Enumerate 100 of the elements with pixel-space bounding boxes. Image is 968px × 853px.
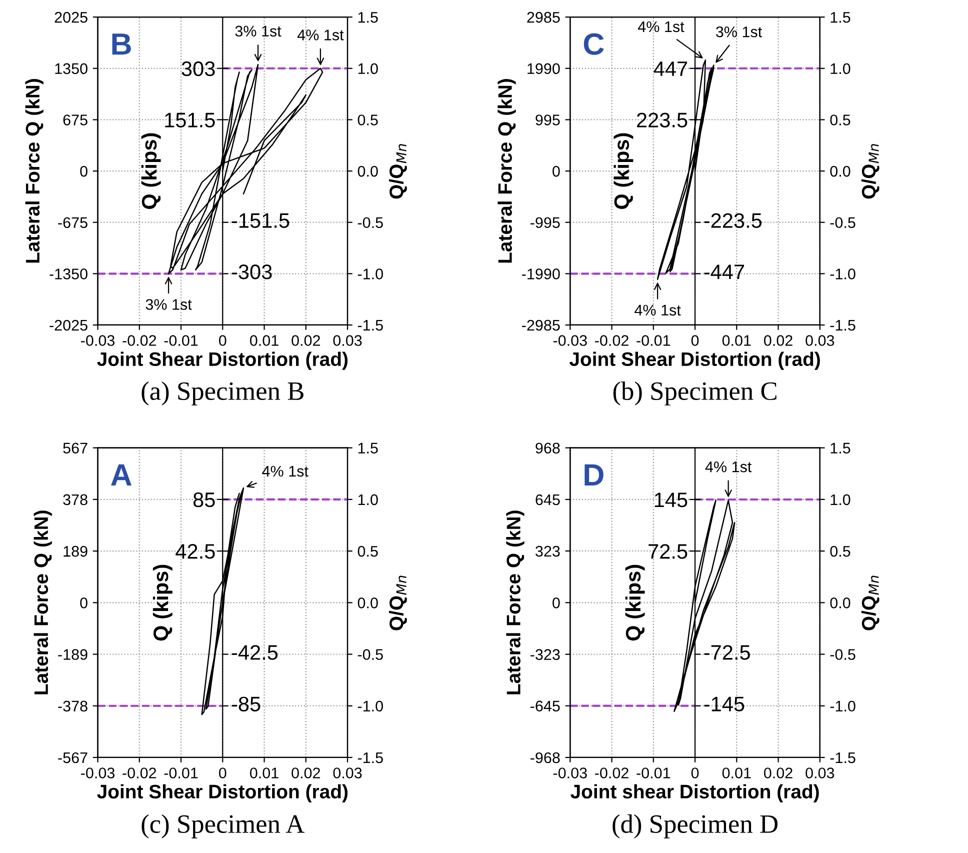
chart-subtitle: C — [584, 33, 604, 55]
y-tick-label: 2985 — [527, 12, 560, 23]
x-tick-label: -0.01 — [164, 768, 198, 778]
x-tick-label: -0.03 — [553, 768, 587, 778]
annotation: 4% 1st — [634, 304, 681, 316]
y3-tick-label: 303 — [182, 61, 215, 76]
x-tick-label: 0 — [218, 768, 226, 778]
x-tick-label: 0.02 — [292, 768, 320, 778]
y3-tick-label: 223.5 — [637, 112, 688, 128]
y-tick-label: 675 — [63, 114, 88, 126]
y-tick-label: 378 — [63, 494, 88, 506]
y-tick-label: 0 — [80, 598, 88, 608]
x-tick-label: 0.01 — [250, 335, 278, 346]
annotation: 3% 1st — [235, 26, 282, 37]
text: (b) Specimen C — [613, 381, 776, 406]
annotation: -42.5 — [232, 645, 278, 660]
chart-subtitle: A — [111, 464, 132, 486]
y2-tick-label: -0.5 — [830, 217, 856, 228]
y-tick-label: -1350 — [50, 268, 88, 280]
annotation: 4% 1st — [262, 466, 308, 477]
y2-tick-label: 1.0 — [830, 494, 850, 506]
y-tick-label: -675 — [58, 217, 88, 228]
y2-tick-label: 0.5 — [358, 546, 378, 557]
x-tick-label: 0.01 — [722, 768, 751, 778]
x-tick-label: -0.02 — [122, 768, 156, 778]
x-tick-label: 0.03 — [806, 768, 834, 778]
x-tick-label: -0.02 — [595, 335, 628, 346]
x-tick-label: -0.02 — [595, 768, 628, 778]
y3-tick-label: 85 — [193, 492, 215, 508]
y3-axis-title: Q (kips) — [141, 133, 161, 209]
y-tick-label: -189 — [58, 649, 88, 660]
annotation: 4% 1st — [638, 21, 684, 32]
y-tick-label: -323 — [530, 649, 560, 660]
y2-axis-title: Q/Q$_{Mn}$ — [389, 144, 407, 199]
y-tick-label: 0 — [80, 166, 88, 177]
x-tick-label: 0 — [218, 335, 226, 346]
x-tick-label: 0.02 — [764, 768, 792, 778]
y2-axis-title: Q/Q$_{Mn}$ — [389, 576, 407, 630]
annotation: 3% 1st — [716, 26, 762, 38]
y2-axis-title: Q/Q$_{Mn}$ — [861, 576, 880, 630]
x-tick-label: 0.01 — [250, 768, 278, 778]
x-tick-label: 0.03 — [806, 335, 834, 346]
annotation: -145 — [704, 696, 744, 712]
y2-tick-label: -0.5 — [358, 649, 383, 660]
y-tick-label: 1990 — [528, 63, 560, 74]
y2-tick-label: 1.0 — [358, 494, 378, 506]
y-axis-title: Lateral Force Q (kN) — [25, 79, 44, 263]
x-axis-title: Joint Shear Distortion (rad) — [569, 352, 820, 370]
y-tick-label: 645 — [536, 494, 560, 506]
y2-tick-label: 1.5 — [830, 442, 850, 454]
annotation: -151.5 — [232, 213, 290, 228]
chart-subtitle: D — [584, 464, 604, 486]
y-tick-label: -2985 — [522, 320, 560, 331]
x-tick-label: -0.02 — [122, 335, 156, 346]
x-tick-label: 0.02 — [292, 335, 320, 346]
y-tick-label: -995 — [530, 217, 560, 228]
annotation: 4% 1st — [705, 462, 752, 472]
x-axis-title: Joint Shear Distortion (rad) — [97, 352, 348, 370]
y2-tick-label: 0.0 — [830, 598, 850, 608]
x-tick-label: 0.02 — [764, 335, 792, 346]
x-tick-label: -0.03 — [81, 335, 115, 346]
y2-tick-label: -1.5 — [358, 320, 383, 331]
y2-tick-label: -0.5 — [358, 217, 383, 228]
y2-tick-label: 0.5 — [358, 114, 378, 126]
y3-axis-title: Q (kips) — [152, 564, 172, 641]
y-tick-label: -968 — [530, 752, 560, 764]
y2-tick-label: -1.0 — [830, 700, 856, 712]
annotation: -447 — [704, 264, 744, 280]
text: (d) Specimen D — [612, 814, 778, 838]
x-tick-label: -0.01 — [164, 335, 198, 346]
y2-tick-label: -1.5 — [830, 320, 856, 331]
y3-axis-title: Q (kips) — [625, 564, 645, 641]
y3-tick-label: 447 — [654, 62, 688, 76]
y-tick-label: 323 — [536, 546, 560, 557]
y-tick-label: -567 — [58, 752, 88, 764]
annotation: -303 — [232, 264, 272, 280]
x-tick-label: 0.03 — [333, 768, 362, 778]
y2-tick-label: 0.5 — [830, 546, 850, 557]
y2-tick-label: -1.5 — [830, 752, 856, 764]
y3-tick-label: 151.5 — [165, 112, 215, 128]
y2-tick-label: -1.0 — [358, 268, 383, 280]
y-axis-title: Lateral Force Q (kN) — [506, 510, 524, 694]
chart-subtitle: B — [112, 34, 131, 55]
y2-tick-label: -0.5 — [830, 649, 856, 660]
y2-tick-label: 0.0 — [358, 598, 378, 608]
y3-axis-title: Q (kips) — [614, 133, 634, 209]
y3-tick-label: 145 — [654, 492, 688, 508]
y-tick-label: -645 — [530, 700, 560, 712]
y-tick-label: 2025 — [54, 12, 88, 23]
y2-tick-label: -1.0 — [358, 700, 383, 712]
y2-tick-label: -1.5 — [358, 752, 383, 764]
y-tick-label: 995 — [536, 114, 560, 126]
x-axis-title: Joint shear Distortion (rad) — [570, 784, 819, 802]
x-tick-label: -0.03 — [81, 768, 115, 778]
text: (a) Specimen B — [142, 381, 304, 406]
text: (c) Specimen A — [142, 814, 305, 838]
y2-tick-label: 1.0 — [358, 63, 378, 74]
y2-tick-label: 1.5 — [358, 442, 378, 454]
x-tick-label: 0 — [691, 335, 699, 346]
x-tick-label: 0 — [691, 768, 699, 778]
